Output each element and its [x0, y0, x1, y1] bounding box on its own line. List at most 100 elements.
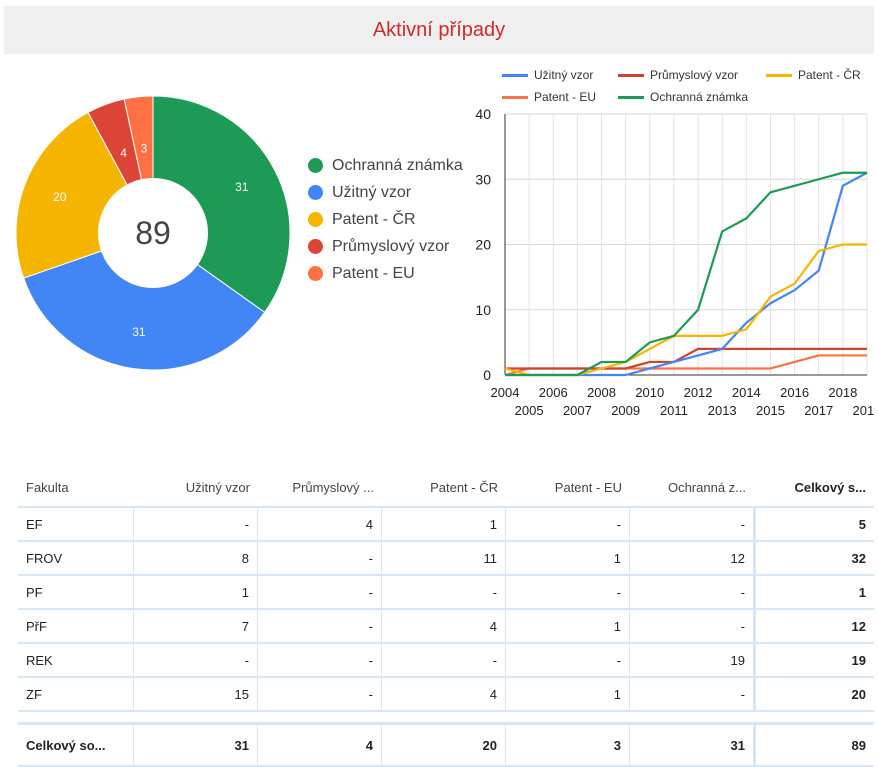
series-line[interactable] [505, 171, 867, 377]
pie-legend-label: Ochranná známka [332, 157, 463, 174]
pie-legend-label: Patent - EU [332, 265, 415, 282]
series-line[interactable] [505, 171, 868, 377]
table-cell: 5 [754, 508, 874, 542]
column-header[interactable]: Ochranná z... [630, 468, 754, 508]
table-cell: 1 [506, 610, 630, 644]
table-header-row: Fakulta Užitný vzor Průmyslový ... Paten… [18, 468, 874, 508]
line-legend-item[interactable]: Patent - EU [502, 90, 596, 104]
table-row[interactable]: EF -4 1- -5 [18, 508, 874, 542]
table-cell: - [630, 576, 754, 610]
x-tick-label: 2004 [491, 385, 520, 400]
line-legend-item[interactable]: Patent - ČR [766, 68, 861, 82]
pie-legend-label: Užitný vzor [332, 184, 412, 201]
x-tick-label: 2012 [684, 385, 713, 400]
table-cell: 15 [134, 678, 258, 712]
x-tick-label: 2008 [587, 385, 616, 400]
donut-hole [98, 178, 208, 288]
y-tick-label: 10 [475, 302, 491, 318]
table-row[interactable]: ZF 15-4 1-20 [18, 678, 874, 712]
table-cell: 1 [134, 576, 258, 610]
table-cell: 12 [754, 610, 874, 644]
total-cell: 4 [258, 725, 382, 767]
table-cell: 1 [506, 678, 630, 712]
line-legend-label: Užitný vzor [534, 68, 594, 82]
column-header[interactable]: Patent - EU [506, 468, 630, 508]
x-tick-label: 2014 [732, 385, 761, 400]
table-row[interactable]: REK - - - -19 19 [18, 644, 874, 678]
table-cell: - [630, 610, 754, 644]
column-header[interactable]: Celkový s... [754, 468, 874, 508]
legend-color-dot [308, 158, 323, 173]
pie-legend-item[interactable]: Užitný vzor [308, 183, 468, 203]
pie-slice[interactable] [22, 232, 266, 371]
x-tick-label: 2016 [780, 385, 809, 400]
legend-color-dot [308, 266, 323, 281]
line-legend-item[interactable]: Průmyslový vzor [618, 68, 738, 82]
column-header[interactable]: Patent - ČR [382, 468, 506, 508]
legend-color-dot [308, 239, 323, 254]
y-tick-label: 0 [483, 367, 491, 383]
table-cell: 11 [382, 542, 506, 576]
pie-legend: Ochranná známka Užitný vzor Patent - ČR … [308, 156, 468, 291]
table-cell: - [134, 644, 258, 678]
x-tick-label: 2011 [660, 403, 688, 418]
line-chart: 0 10 20 30 40 2004 2006 2008 2010 2012 2014 2016 201… [475, 106, 875, 418]
y-tick-label: 30 [475, 171, 491, 187]
slice-label: 31 [132, 325, 146, 339]
table-cell: 20 [754, 678, 874, 712]
table-total-row[interactable]: Celkový so... 31 4 20 3 31 89 [18, 725, 874, 767]
row-label: FROV [18, 542, 134, 576]
legend-line-swatch [502, 73, 528, 77]
table-row[interactable]: PF 1- - - -1 [18, 576, 874, 610]
table-cell: - [630, 508, 754, 542]
pie-legend-label: Průmyslový vzor [332, 238, 450, 255]
total-cell: 31 [134, 725, 258, 767]
title-bar: Aktivní případy [4, 6, 874, 54]
series-line[interactable] [505, 347, 867, 370]
legend-line-swatch [618, 95, 644, 99]
x-tick-label: 2009 [611, 403, 640, 418]
column-header[interactable]: Fakulta [18, 468, 134, 508]
line-legend-label: Patent - ČR [798, 68, 861, 82]
x-tick-label: 2015 [756, 403, 785, 418]
line-legend-label: Patent - EU [534, 90, 597, 104]
legend-color-dot [308, 212, 323, 227]
pie-slice[interactable] [152, 95, 291, 314]
y-tick-label: 40 [475, 106, 491, 122]
pie-legend-item[interactable]: Ochranná známka [308, 156, 468, 176]
line-legend-item[interactable]: Ochranná známka [618, 90, 748, 104]
table-cell: - [630, 678, 754, 712]
line-legend-label: Průmyslový vzor [650, 68, 739, 82]
x-tick-label: 2017 [804, 403, 833, 418]
total-cell: 89 [754, 725, 874, 767]
pie-legend-label: Patent - ČR [332, 211, 416, 228]
column-header[interactable]: Užitný vzor [134, 468, 258, 508]
table-cell: 1 [382, 508, 506, 542]
table-cell: - [258, 576, 382, 610]
x-tick-label: 2010 [635, 385, 664, 400]
row-label: PřF [18, 610, 134, 644]
row-label: PF [18, 576, 134, 610]
slice-label: 4 [120, 146, 127, 160]
pie-legend-item[interactable]: Patent - EU [308, 264, 468, 284]
pie-legend-item[interactable]: Průmyslový vzor [308, 237, 468, 257]
row-label: REK [18, 644, 134, 678]
total-cell: 31 [630, 725, 754, 767]
pie-legend-item[interactable]: Patent - ČR [308, 210, 468, 230]
table-cell: 4 [258, 508, 382, 542]
line-legend-label: Ochranná známka [650, 90, 749, 104]
table-row[interactable]: PřF 7-4 1-12 [18, 610, 874, 644]
table-cell: 7 [134, 610, 258, 644]
table-cell: 4 [382, 610, 506, 644]
table-cell: - [382, 576, 506, 610]
total-cell: 20 [382, 725, 506, 767]
legend-line-swatch [502, 95, 528, 99]
table-cell: - [258, 644, 382, 678]
table-cell: - [258, 542, 382, 576]
table-cell: - [258, 610, 382, 644]
column-header[interactable]: Průmyslový ... [258, 468, 382, 508]
table-cell: - [382, 644, 506, 678]
table-row[interactable]: FROV 8-11 1 12 32 [18, 542, 874, 576]
line-legend-item[interactable]: Užitný vzor [502, 68, 593, 82]
x-tick-label: 2018 [828, 385, 857, 400]
